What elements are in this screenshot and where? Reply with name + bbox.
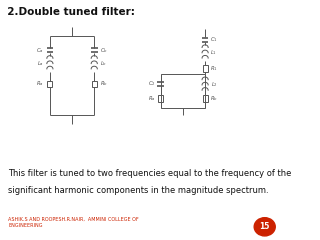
Text: $R_a$: $R_a$ bbox=[148, 94, 156, 103]
Bar bbox=[158, 95, 163, 102]
Circle shape bbox=[254, 218, 275, 236]
Text: $L_a$: $L_a$ bbox=[37, 59, 44, 68]
Text: $R_b$: $R_b$ bbox=[210, 94, 218, 103]
Bar bbox=[92, 81, 97, 87]
Bar bbox=[47, 81, 52, 87]
Text: significant harmonic components in the magnitude spectrum.: significant harmonic components in the m… bbox=[8, 186, 269, 195]
Text: $C_1$: $C_1$ bbox=[210, 35, 218, 44]
Text: $R_b$: $R_b$ bbox=[100, 79, 108, 89]
Text: $L_2$: $L_2$ bbox=[211, 80, 218, 90]
Bar bbox=[203, 95, 208, 102]
Text: $C_a$: $C_a$ bbox=[36, 46, 44, 55]
Text: ASHIK.S AND ROOPESH.R.NAIR,  AMMINI COLLEGE OF
ENGINEERING: ASHIK.S AND ROOPESH.R.NAIR, AMMINI COLLE… bbox=[8, 217, 139, 228]
Text: $C_2$: $C_2$ bbox=[148, 79, 156, 88]
Text: $L_b$: $L_b$ bbox=[100, 59, 108, 68]
Bar bbox=[203, 65, 208, 72]
Text: $R_a$: $R_a$ bbox=[36, 79, 44, 89]
Text: 2.Double tuned filter:: 2.Double tuned filter: bbox=[0, 7, 135, 17]
Text: 15: 15 bbox=[260, 222, 270, 231]
Text: $C_b$: $C_b$ bbox=[100, 46, 108, 55]
Text: $R_1$: $R_1$ bbox=[210, 64, 218, 73]
Text: $L_1$: $L_1$ bbox=[211, 48, 218, 57]
Text: This filter is tuned to two frequencies equal to the frequency of the: This filter is tuned to two frequencies … bbox=[8, 169, 292, 178]
